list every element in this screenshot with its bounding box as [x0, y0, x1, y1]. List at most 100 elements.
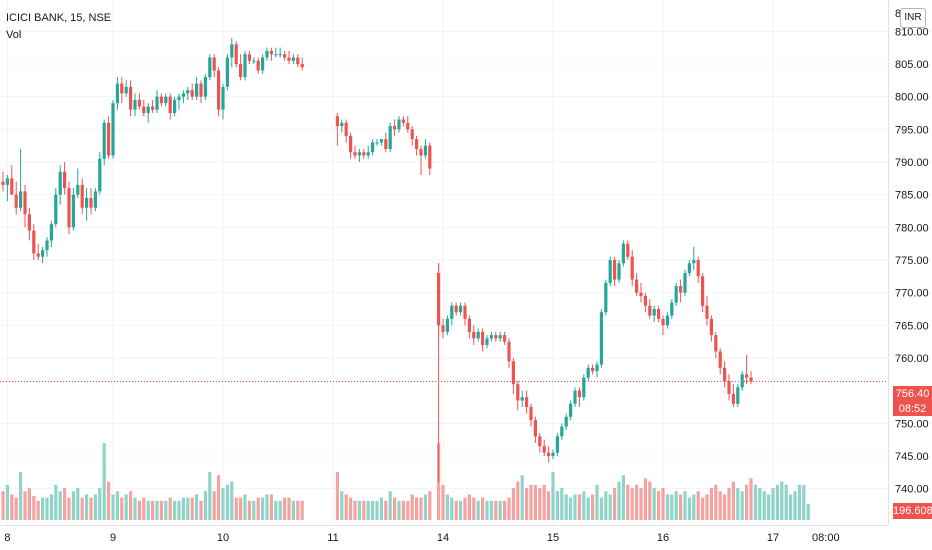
candle-body	[19, 191, 23, 208]
y-tick-label: 785.00	[895, 190, 929, 202]
candle-body	[679, 286, 683, 293]
volume-bar	[727, 488, 731, 520]
volume-bar	[441, 484, 445, 520]
x-tick-label: 15	[547, 532, 559, 544]
candle-body	[379, 139, 383, 143]
volume-bar	[111, 494, 115, 520]
candle-body	[410, 129, 414, 140]
candle-body	[265, 50, 269, 58]
volume-bar	[591, 494, 595, 520]
candle-body	[239, 64, 243, 78]
candle-body	[542, 446, 546, 453]
volume-bar	[542, 484, 546, 520]
volume-bar	[489, 500, 493, 520]
volume-bar	[767, 494, 771, 520]
candle-body	[701, 276, 705, 306]
volume-bar	[54, 484, 58, 520]
volume-bar	[137, 500, 141, 520]
volume-bar	[573, 494, 577, 520]
volume-bar	[797, 484, 801, 520]
candle-body	[626, 243, 630, 257]
volume-bar	[19, 472, 23, 520]
candle-body	[41, 250, 45, 257]
candle-body	[14, 194, 18, 208]
y-tick-label: 770.00	[895, 288, 929, 300]
volume-bar	[450, 497, 454, 520]
volume-bar	[190, 497, 194, 520]
volume-bar	[107, 481, 111, 520]
volume-bar	[388, 491, 392, 520]
candle-body	[256, 60, 260, 71]
candle-body	[696, 260, 700, 277]
candle-body	[283, 54, 287, 58]
y-tick-label: 805.00	[895, 59, 929, 71]
volume-bar	[146, 500, 150, 520]
volume-bar	[639, 488, 643, 520]
volume-bar	[472, 497, 476, 520]
candle-body	[195, 83, 199, 97]
y-tick-label: 745.00	[895, 451, 929, 463]
candle-body	[613, 260, 617, 280]
candle-body	[353, 152, 357, 156]
volume-bar	[269, 494, 273, 520]
volume-bar	[379, 497, 383, 520]
volume-bar	[353, 500, 357, 520]
volume-bar	[14, 497, 18, 520]
candle-body	[635, 279, 639, 293]
volume-bar	[736, 488, 740, 520]
volume-bar	[23, 491, 27, 520]
candle-body	[67, 188, 71, 228]
volume-bar	[679, 494, 683, 520]
x-tick-label: 8	[4, 532, 10, 544]
volume-bar	[661, 488, 665, 520]
candle-body	[63, 171, 67, 189]
volume-bar	[533, 484, 537, 520]
volume-bar	[76, 488, 80, 520]
candle-body	[560, 426, 564, 437]
candle-body	[467, 318, 471, 332]
candle-body	[375, 142, 379, 144]
candle-body	[388, 126, 392, 149]
volume-bar	[648, 481, 652, 520]
volume-bar	[463, 497, 467, 520]
candle-body	[49, 224, 53, 241]
candle-body	[406, 122, 410, 130]
volume-bar	[133, 497, 137, 520]
volume-bar	[397, 500, 401, 520]
volume-bar	[274, 500, 278, 520]
candle-body	[586, 367, 590, 378]
candle-body	[577, 390, 581, 398]
volume-bar	[626, 484, 630, 520]
candle-body	[652, 309, 656, 316]
candle-body	[366, 152, 370, 156]
volume-bar	[555, 491, 559, 520]
volume-bar	[335, 472, 339, 520]
candle-body	[397, 119, 401, 130]
volume-bar	[481, 497, 485, 520]
candle-body	[5, 178, 9, 185]
volume-legend-label: Vol	[6, 29, 22, 41]
volume-bar	[467, 494, 471, 520]
volume-bar	[696, 491, 700, 520]
volume-bar	[714, 484, 718, 520]
candle-body	[357, 152, 361, 156]
candle-body	[727, 380, 731, 394]
candle-body	[423, 145, 427, 156]
candle-body	[10, 178, 14, 195]
candle-body	[445, 318, 449, 332]
volume-bar	[45, 497, 49, 520]
volume-bar	[608, 494, 612, 520]
currency-badge[interactable]: INR	[900, 8, 926, 28]
volume-bar	[604, 491, 608, 520]
y-tick-label: 750.00	[895, 418, 929, 430]
candle-body	[674, 286, 678, 303]
y-tick-label: 810.00	[895, 26, 929, 38]
candle-body	[621, 243, 625, 264]
candle-body	[177, 96, 181, 100]
volume-bar	[494, 500, 498, 520]
volume-bar	[27, 488, 31, 520]
candle-body	[591, 367, 595, 372]
candle-body	[736, 387, 740, 404]
